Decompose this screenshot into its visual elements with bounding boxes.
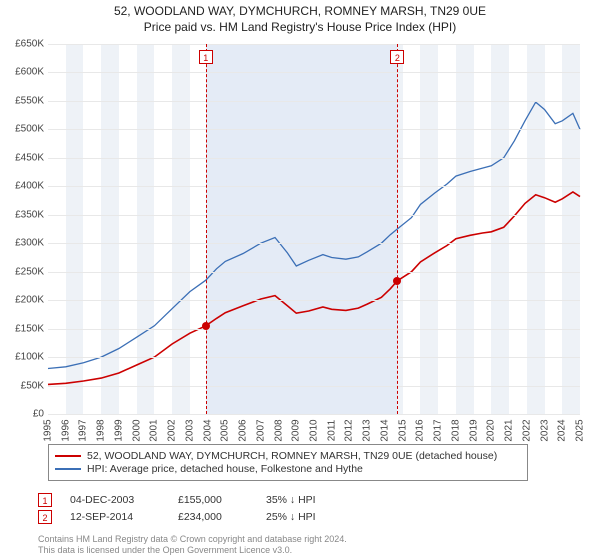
- legend-swatch: [55, 468, 81, 470]
- marker-box: 2: [390, 50, 404, 64]
- x-axis-label: 2002: [167, 419, 178, 441]
- gridline: [48, 215, 580, 216]
- legend: 52, WOODLAND WAY, DYMCHURCH, ROMNEY MARS…: [48, 444, 528, 481]
- sale-marker-icon: 2: [38, 510, 52, 524]
- series-line-price_paid: [48, 192, 580, 384]
- gridline: [48, 357, 580, 358]
- legend-item: HPI: Average price, detached house, Folk…: [55, 463, 521, 475]
- x-axis-label: 2011: [326, 420, 337, 442]
- gridline: [48, 386, 580, 387]
- x-axis-label: 2019: [468, 419, 479, 441]
- marker-line: [206, 44, 207, 414]
- marker-box: 1: [199, 50, 213, 64]
- y-axis-label: £400K: [4, 181, 44, 192]
- x-axis-label: 2020: [486, 419, 497, 441]
- y-axis-label: £50K: [4, 380, 44, 391]
- gridline: [48, 186, 580, 187]
- gridline: [48, 243, 580, 244]
- x-axis-label: 2004: [202, 419, 213, 441]
- y-axis-label: £200K: [4, 295, 44, 306]
- gridline: [48, 300, 580, 301]
- y-axis-label: £650K: [4, 39, 44, 50]
- sales-row: 2 12-SEP-2014 £234,000 25% ↓ HPI: [38, 510, 356, 524]
- y-axis-label: £100K: [4, 352, 44, 363]
- title-block: 52, WOODLAND WAY, DYMCHURCH, ROMNEY MARS…: [0, 0, 600, 35]
- sales-row: 1 04-DEC-2003 £155,000 35% ↓ HPI: [38, 493, 356, 507]
- x-axis-label: 2006: [238, 419, 249, 441]
- x-axis-label: 2005: [220, 419, 231, 441]
- x-axis-label: 2014: [379, 419, 390, 441]
- gridline: [48, 44, 580, 45]
- footer-line: This data is licensed under the Open Gov…: [38, 545, 347, 556]
- sale-pct: 35% ↓ HPI: [266, 494, 356, 506]
- y-axis-label: £500K: [4, 124, 44, 135]
- x-axis-label: 2010: [309, 419, 320, 441]
- x-axis-label: 2007: [255, 419, 266, 441]
- x-axis-label: 2022: [521, 419, 532, 441]
- gridline: [48, 414, 580, 415]
- chart-area: 1995199619971998199920002001200220032004…: [48, 44, 580, 415]
- x-axis-label: 2000: [131, 419, 142, 441]
- y-axis-label: £550K: [4, 95, 44, 106]
- x-axis-label: 2013: [362, 419, 373, 441]
- y-axis-label: £600K: [4, 67, 44, 78]
- legend-label: 52, WOODLAND WAY, DYMCHURCH, ROMNEY MARS…: [87, 450, 497, 462]
- marker-dot: [393, 277, 401, 285]
- x-axis-label: 2024: [557, 419, 568, 441]
- gridline: [48, 329, 580, 330]
- y-axis-label: £150K: [4, 323, 44, 334]
- x-axis-label: 2021: [504, 419, 515, 441]
- x-axis-label: 2009: [291, 419, 302, 441]
- x-axis-label: 1999: [113, 419, 124, 441]
- y-axis-label: £300K: [4, 238, 44, 249]
- footer: Contains HM Land Registry data © Crown c…: [38, 534, 347, 556]
- marker-dot: [202, 322, 210, 330]
- legend-swatch: [55, 455, 81, 457]
- footer-line: Contains HM Land Registry data © Crown c…: [38, 534, 347, 545]
- x-axis-label: 2001: [149, 419, 160, 441]
- x-axis-label: 1997: [78, 419, 89, 441]
- gridline: [48, 272, 580, 273]
- sale-price: £234,000: [178, 511, 248, 523]
- sale-pct: 25% ↓ HPI: [266, 511, 356, 523]
- sale-date: 12-SEP-2014: [70, 511, 160, 523]
- x-axis-label: 2016: [415, 419, 426, 441]
- gridline: [48, 101, 580, 102]
- gridline: [48, 129, 580, 130]
- y-axis-label: £0: [4, 409, 44, 420]
- x-axis-label: 2015: [397, 419, 408, 441]
- sale-date: 04-DEC-2003: [70, 494, 160, 506]
- x-axis-label: 2008: [273, 419, 284, 441]
- gridline: [48, 158, 580, 159]
- x-axis-label: 1995: [43, 419, 54, 441]
- x-axis-label: 2017: [433, 419, 444, 441]
- x-axis-label: 2018: [450, 419, 461, 441]
- y-axis-label: £450K: [4, 152, 44, 163]
- sales-table: 1 04-DEC-2003 £155,000 35% ↓ HPI 2 12-SE…: [38, 490, 356, 527]
- x-axis-label: 2012: [344, 419, 355, 441]
- chart-subtitle: Price paid vs. HM Land Registry's House …: [0, 20, 600, 36]
- x-axis-label: 1998: [96, 419, 107, 441]
- x-axis-label: 2025: [575, 419, 586, 441]
- chart-svg: [48, 44, 580, 414]
- chart-title: 52, WOODLAND WAY, DYMCHURCH, ROMNEY MARS…: [0, 4, 600, 20]
- marker-line: [397, 44, 398, 414]
- gridline: [48, 72, 580, 73]
- legend-label: HPI: Average price, detached house, Folk…: [87, 463, 363, 475]
- y-axis-label: £250K: [4, 266, 44, 277]
- x-axis-label: 1996: [60, 419, 71, 441]
- legend-item: 52, WOODLAND WAY, DYMCHURCH, ROMNEY MARS…: [55, 450, 521, 462]
- x-axis-label: 2023: [539, 419, 550, 441]
- sale-marker-icon: 1: [38, 493, 52, 507]
- x-axis-label: 2003: [184, 419, 195, 441]
- y-axis-label: £350K: [4, 209, 44, 220]
- sale-price: £155,000: [178, 494, 248, 506]
